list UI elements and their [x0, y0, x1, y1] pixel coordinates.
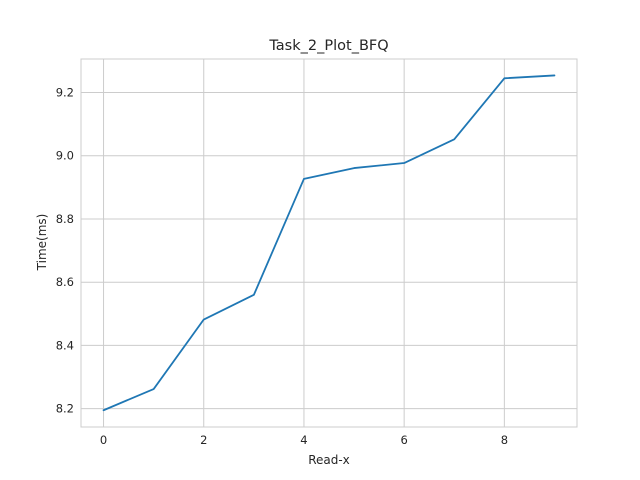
x-tick-label: 4	[300, 433, 307, 447]
series-layer	[102, 74, 556, 412]
chart-title: Task_2_Plot_BFQ	[268, 38, 388, 54]
x-tick-label: 8	[501, 433, 508, 447]
y-tick-label: 9.2	[56, 86, 74, 100]
x-gridlines	[103, 59, 505, 427]
x-axis-label: Read-x	[308, 453, 350, 467]
y-tick-labels: 8.2 8.4 8.6 8.8 9.0 9.2	[56, 86, 74, 416]
x-tick-label: 2	[200, 433, 207, 447]
y-tick-label: 8.8	[56, 212, 74, 226]
x-tick-labels: 0 2 4 6 8	[100, 433, 508, 447]
y-tick-label: 8.2	[56, 402, 74, 416]
y-tick-label: 9.0	[56, 149, 74, 163]
x-tick-label: 6	[400, 433, 407, 447]
plot-frame	[80, 58, 578, 428]
x-tick-label: 0	[100, 433, 107, 447]
y-tick-label: 8.6	[56, 275, 74, 289]
y-tick-label: 8.4	[56, 338, 74, 352]
y-gridlines	[81, 92, 577, 410]
series-line	[102, 74, 556, 412]
y-axis-label: Time(ms)	[35, 214, 49, 272]
